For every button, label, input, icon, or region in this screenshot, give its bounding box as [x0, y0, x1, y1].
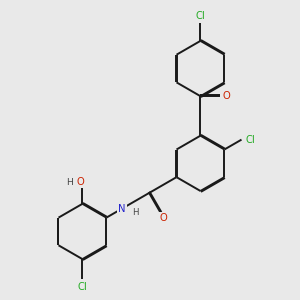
Text: N: N — [118, 204, 126, 214]
Text: H: H — [132, 208, 138, 217]
Text: O: O — [160, 213, 167, 223]
Text: H: H — [66, 178, 73, 187]
Text: Cl: Cl — [196, 11, 205, 21]
Text: O: O — [76, 177, 84, 187]
Text: Cl: Cl — [78, 282, 87, 292]
Text: Cl: Cl — [245, 135, 255, 145]
Text: O: O — [222, 91, 230, 101]
